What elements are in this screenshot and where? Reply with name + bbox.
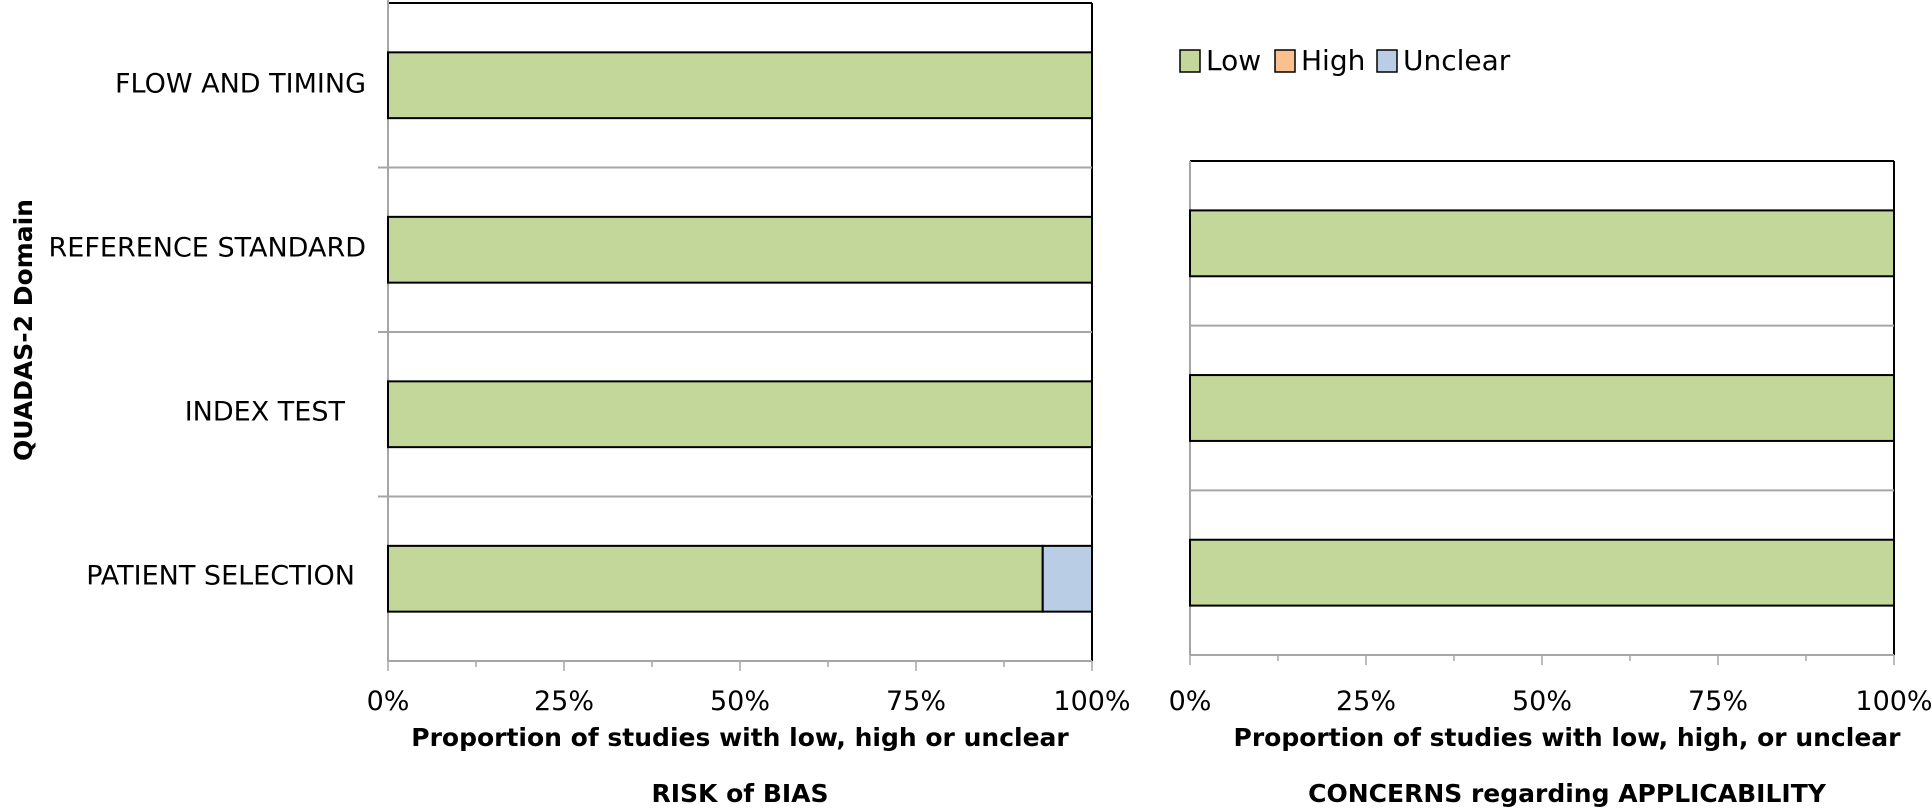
x-tick-label: 50% bbox=[1512, 686, 1572, 717]
legend-label-high: High bbox=[1301, 44, 1365, 77]
x-tick-label: 25% bbox=[1336, 686, 1396, 717]
left-x-tick-labels: 0% 25% 50% 75% 100% bbox=[367, 686, 1131, 717]
bar-index-test-low bbox=[387, 380, 1093, 449]
x-tick-label: 75% bbox=[886, 686, 946, 717]
bar-patient-selection-low bbox=[387, 544, 1044, 613]
category-label-flow-and-timing: FLOW AND TIMING bbox=[115, 69, 366, 100]
left-x-axis-title-line2: RISK of BIAS bbox=[651, 779, 828, 808]
legend-label-unclear: Unclear bbox=[1403, 44, 1511, 77]
category-label-patient-selection: PATIENT SELECTION bbox=[86, 561, 355, 592]
legend-swatch-unclear bbox=[1376, 49, 1398, 73]
risk-of-bias-chart bbox=[378, 0, 1093, 671]
legend-swatch-high bbox=[1274, 49, 1296, 73]
category-label-index-test: INDEX TEST bbox=[185, 397, 346, 428]
x-tick-label: 75% bbox=[1688, 686, 1748, 717]
x-tick-label: 0% bbox=[1169, 686, 1212, 717]
right-x-tick-labels: 0% 25% 50% 75% 100% bbox=[1169, 686, 1932, 717]
x-tick-label: 25% bbox=[534, 686, 594, 717]
bar-reference-standard-low bbox=[1189, 209, 1895, 278]
x-tick-label: 0% bbox=[367, 686, 410, 717]
y-axis-title: QUADAS-2 Domain bbox=[9, 199, 38, 461]
applicability-chart bbox=[1189, 160, 1895, 665]
x-tick-label: 100% bbox=[1855, 686, 1932, 717]
bar-patient-selection-unclear bbox=[1041, 544, 1093, 613]
legend-label-low: Low bbox=[1206, 44, 1261, 77]
bar-index-test-low bbox=[1189, 374, 1895, 442]
bar-flow-and-timing-low bbox=[387, 51, 1093, 120]
right-x-axis-title-line2: CONCERNS regarding APPLICABILITY bbox=[1308, 779, 1827, 808]
x-tick-label: 50% bbox=[710, 686, 770, 717]
x-tick-label: 100% bbox=[1053, 686, 1130, 717]
bar-reference-standard-low bbox=[387, 215, 1093, 284]
left-x-axis-title-line1: Proportion of studies with low, high or … bbox=[411, 723, 1069, 752]
bar-patient-selection-low bbox=[1189, 538, 1895, 607]
legend-swatch-low bbox=[1179, 49, 1201, 73]
right-x-axis-title-line1: Proportion of studies with low, high, or… bbox=[1234, 723, 1902, 752]
legend: Low High Unclear bbox=[1179, 44, 1511, 77]
category-label-reference-standard: REFERENCE STANDARD bbox=[49, 233, 366, 264]
